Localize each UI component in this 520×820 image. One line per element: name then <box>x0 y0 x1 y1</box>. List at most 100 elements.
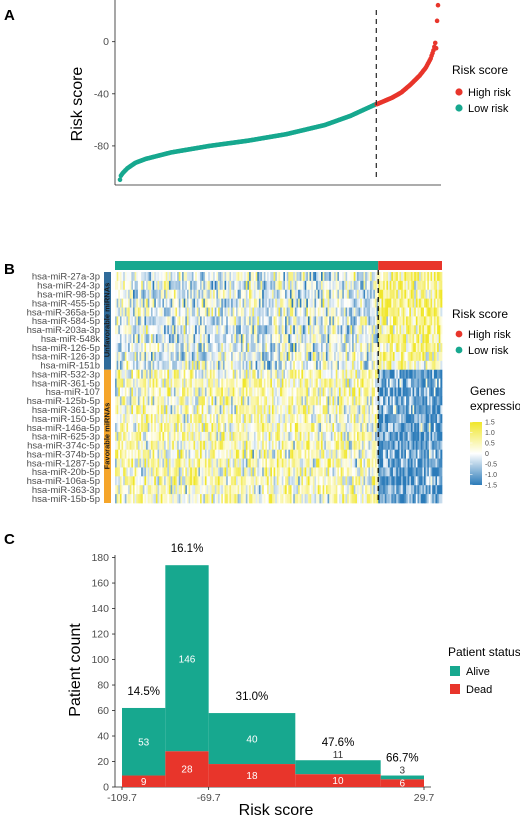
heatmap-cell <box>355 298 358 308</box>
heatmap-cell <box>258 387 261 397</box>
heatmap-cell <box>437 405 440 415</box>
legend-low-risk-label: Low risk <box>468 103 509 115</box>
heatmap-cell <box>339 369 341 379</box>
heatmap-cell <box>214 387 217 397</box>
heatmap-cell <box>433 440 436 451</box>
heatmap-cell <box>213 280 216 291</box>
heatmap-cell <box>258 369 261 379</box>
heatmap-cell <box>271 298 274 308</box>
heatmap-cell <box>301 423 304 433</box>
heatmap-cell <box>273 289 276 299</box>
heatmap-cell <box>198 387 201 397</box>
heatmap-cell <box>342 369 345 379</box>
heatmap-cell <box>414 387 417 397</box>
heatmap-cell <box>406 360 409 371</box>
heatmap-cell <box>175 440 178 451</box>
heatmap-cell <box>255 414 258 424</box>
heatmap-cell <box>273 360 276 371</box>
heatmap-cell <box>213 325 216 335</box>
heatmap-cell <box>273 414 276 424</box>
heatmap-cell <box>412 360 415 371</box>
heatmap-cell <box>204 307 207 317</box>
heatmap-cell <box>394 423 397 433</box>
heatmap-cell <box>273 307 276 317</box>
heatmap-cell <box>428 414 431 424</box>
heatmap-cell <box>182 440 185 451</box>
heatmap-cell <box>330 307 333 317</box>
heatmap-cell <box>355 343 358 353</box>
heatmap-cell <box>168 316 171 326</box>
heatmap-cell <box>278 431 281 442</box>
heatmap-cell <box>232 405 235 415</box>
heatmap-cell <box>342 325 345 335</box>
heatmap-cell <box>252 325 255 335</box>
heatmap-cell <box>368 396 371 406</box>
heatmap-cell <box>146 343 149 353</box>
heatmap-cell <box>332 440 335 451</box>
heatmap-cell <box>306 378 309 388</box>
heatmap-cell <box>353 387 356 397</box>
heatmap-cell <box>147 272 150 282</box>
heatmap-cell <box>235 396 238 406</box>
heatmap-cell <box>204 325 207 335</box>
heatmap-cell <box>399 307 402 317</box>
heatmap-cell <box>150 449 153 459</box>
heatmap-cell <box>366 298 369 308</box>
heatmap-cell <box>134 405 137 415</box>
heatmap-cell <box>203 405 206 415</box>
heatmap-cell <box>183 387 186 397</box>
heatmap-cell <box>440 414 443 424</box>
heatmap-cell <box>353 396 356 406</box>
heatmap-cell <box>388 360 391 371</box>
heatmap-cell <box>116 334 119 344</box>
heatmap-cell <box>211 431 214 442</box>
heatmap-cell <box>406 298 409 308</box>
heatmap-cell <box>397 431 400 442</box>
heatmap-cell <box>363 307 366 317</box>
heatmap-cell <box>214 298 217 308</box>
heatmap-cell <box>373 272 376 282</box>
heatmap-cell <box>350 334 353 344</box>
heatmap-cell <box>182 378 185 388</box>
heatmap-cell <box>419 387 422 397</box>
heatmap-cell <box>356 440 359 451</box>
heatmap-cell <box>116 316 119 326</box>
heatmap-cell <box>345 423 348 433</box>
heatmap-cell <box>329 369 332 379</box>
heatmap-cell <box>173 289 176 299</box>
heatmap-cell <box>335 405 338 415</box>
heatmap-cell <box>115 369 117 379</box>
heatmap-cell <box>201 405 204 415</box>
heatmap-cell <box>191 360 194 371</box>
heatmap-cell <box>388 298 391 308</box>
heatmap-cell <box>191 423 194 433</box>
heatmap-cell <box>309 289 312 299</box>
heatmap-cell <box>402 272 405 282</box>
heatmap-cell <box>188 396 191 406</box>
heatmap-cell <box>437 431 440 442</box>
heatmap-cell <box>219 423 222 433</box>
heatmap-cell <box>258 405 261 415</box>
heatmap-cell <box>280 440 283 451</box>
heatmap-cell <box>119 440 122 451</box>
heatmap-cell <box>115 396 117 406</box>
heatmap-cell <box>167 316 170 326</box>
heatmap-cell <box>386 334 389 344</box>
heatmap-cell <box>291 334 294 344</box>
mirna-row-label: hsa-miR-365a-5p <box>27 307 100 318</box>
heatmap-cell <box>437 387 440 397</box>
heatmap-cell <box>304 387 307 397</box>
heatmap-cell <box>394 440 397 451</box>
heatmap-cell <box>172 272 175 282</box>
heatmap-cell <box>242 423 245 433</box>
heatmap-cell <box>299 405 302 415</box>
heatmap-cell <box>258 423 261 433</box>
heatmap-cell <box>146 387 149 397</box>
heatmap-cell <box>119 369 122 379</box>
heatmap-cell <box>172 440 175 451</box>
heatmap-cell <box>234 449 237 459</box>
heatmap-cell <box>142 360 145 371</box>
heatmap-cell <box>186 351 189 362</box>
heatmap-cell <box>285 325 288 335</box>
heatmap-cell <box>437 369 440 379</box>
